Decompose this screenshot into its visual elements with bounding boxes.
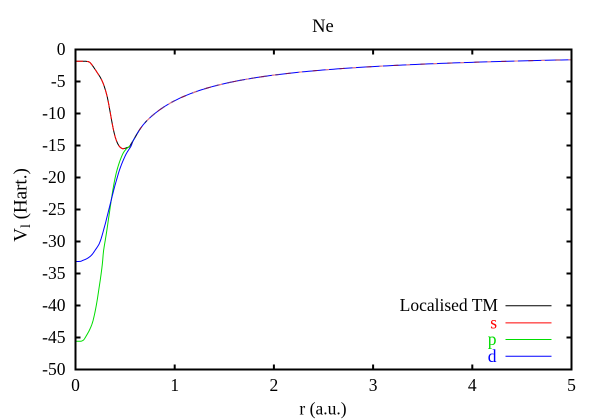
svg-text:-15: -15 bbox=[42, 135, 66, 155]
svg-text:-10: -10 bbox=[42, 103, 66, 123]
svg-text:-25: -25 bbox=[42, 199, 66, 219]
svg-text:r (a.u.): r (a.u.) bbox=[299, 399, 346, 419]
svg-text:-30: -30 bbox=[42, 231, 66, 251]
svg-text:-5: -5 bbox=[51, 71, 66, 91]
svg-text:-35: -35 bbox=[42, 263, 66, 283]
svg-text:5: 5 bbox=[567, 375, 576, 395]
svg-text:Ne: Ne bbox=[312, 17, 334, 37]
svg-text:-45: -45 bbox=[42, 327, 66, 347]
svg-text:1: 1 bbox=[170, 375, 179, 395]
svg-text:d: d bbox=[488, 346, 497, 366]
svg-text:Vl (Hart.): Vl (Hart.) bbox=[11, 168, 35, 242]
svg-text:-20: -20 bbox=[42, 167, 66, 187]
svg-text:0: 0 bbox=[57, 39, 66, 59]
svg-text:2: 2 bbox=[270, 375, 279, 395]
svg-text:s: s bbox=[490, 312, 497, 332]
svg-text:Localised TM: Localised TM bbox=[400, 295, 499, 315]
svg-text:4: 4 bbox=[468, 375, 477, 395]
svg-text:-50: -50 bbox=[42, 359, 66, 379]
svg-text:0: 0 bbox=[71, 375, 80, 395]
svg-text:p: p bbox=[488, 329, 497, 349]
svg-text:-40: -40 bbox=[42, 295, 66, 315]
svg-text:3: 3 bbox=[369, 375, 378, 395]
